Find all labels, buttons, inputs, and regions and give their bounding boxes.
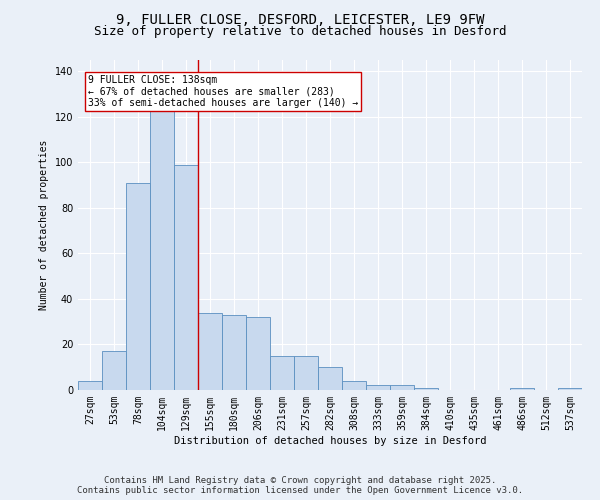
Bar [270, 356, 294, 390]
Text: 9, FULLER CLOSE, DESFORD, LEICESTER, LE9 9FW: 9, FULLER CLOSE, DESFORD, LEICESTER, LE9… [116, 12, 484, 26]
Bar [174, 164, 198, 390]
X-axis label: Distribution of detached houses by size in Desford: Distribution of detached houses by size … [174, 436, 486, 446]
Bar [78, 381, 102, 390]
Bar [366, 386, 390, 390]
Bar [414, 388, 438, 390]
Bar [150, 106, 174, 390]
Bar [558, 388, 582, 390]
Bar [246, 317, 270, 390]
Bar [342, 381, 366, 390]
Bar [510, 388, 534, 390]
Bar [102, 352, 126, 390]
Text: Size of property relative to detached houses in Desford: Size of property relative to detached ho… [94, 25, 506, 38]
Text: Contains HM Land Registry data © Crown copyright and database right 2025.
Contai: Contains HM Land Registry data © Crown c… [77, 476, 523, 495]
Bar [294, 356, 318, 390]
Bar [390, 386, 414, 390]
Bar [198, 312, 222, 390]
Bar [222, 315, 246, 390]
Bar [126, 183, 150, 390]
Text: 9 FULLER CLOSE: 138sqm
← 67% of detached houses are smaller (283)
33% of semi-de: 9 FULLER CLOSE: 138sqm ← 67% of detached… [88, 75, 358, 108]
Bar [318, 367, 342, 390]
Y-axis label: Number of detached properties: Number of detached properties [39, 140, 49, 310]
